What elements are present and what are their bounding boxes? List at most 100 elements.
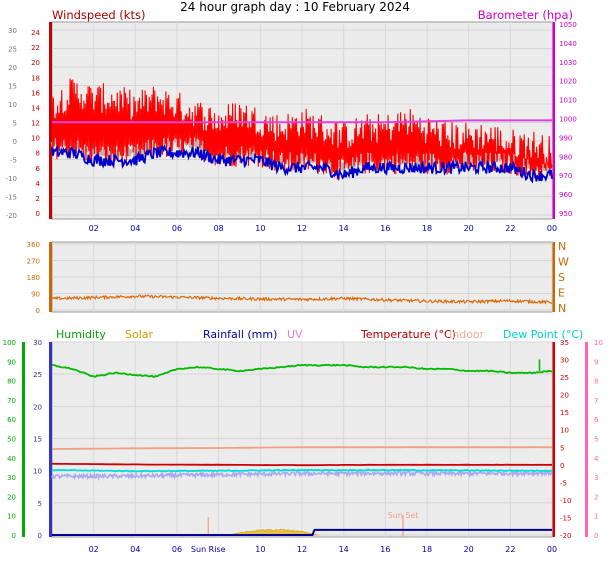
temp-tick-label: 30 bbox=[560, 357, 569, 365]
temp-axis-bar bbox=[552, 342, 555, 537]
dir-tick-label: 360 bbox=[27, 241, 40, 249]
baro-tick-label: 980 bbox=[559, 153, 572, 161]
x-tick-label: 08 bbox=[214, 224, 224, 233]
temp-tick-label: 0 bbox=[560, 462, 564, 470]
temp-tick-label: -20 bbox=[560, 532, 571, 540]
compass-label: W bbox=[558, 256, 569, 269]
rain-tick-label: 5 bbox=[38, 500, 42, 508]
x-tick-label: 02 bbox=[89, 545, 99, 554]
barometer-series bbox=[52, 119, 552, 124]
compass-label: E bbox=[558, 287, 565, 300]
x-tick-label: 10 bbox=[255, 545, 265, 554]
baro-tick-label: 990 bbox=[559, 134, 572, 142]
rain-axis-bar bbox=[49, 342, 52, 537]
chart-title: 24 hour graph day : 10 February 2024 bbox=[180, 0, 410, 14]
x-tick-label: 18 bbox=[422, 224, 432, 233]
series-layer bbox=[50, 78, 554, 537]
baro-tick-label: 950 bbox=[559, 210, 572, 218]
humidity-tick-label: 10 bbox=[7, 513, 16, 521]
uv-tick-label: 5 bbox=[594, 436, 598, 444]
uv-tick-label: 2 bbox=[594, 493, 598, 501]
wind-average-series bbox=[51, 144, 553, 184]
x-tick-label: 00 bbox=[547, 545, 557, 554]
humidity-tick-label: 40 bbox=[7, 455, 16, 463]
wind-tick-label: 0 bbox=[36, 210, 40, 218]
dir-tick-label: 180 bbox=[27, 274, 40, 282]
compass-label: N bbox=[558, 240, 566, 253]
uv-tick-label: 10 bbox=[594, 339, 603, 347]
uv-tick-label: 3 bbox=[594, 474, 598, 482]
wind-direction-series bbox=[51, 294, 553, 305]
x-tick-label: 16 bbox=[380, 545, 390, 554]
dewpoint-series bbox=[51, 468, 553, 473]
humidity-tick-label: 100 bbox=[3, 339, 16, 347]
outer-tick-label: -20 bbox=[6, 212, 17, 220]
humidity-tick-label: 50 bbox=[7, 436, 16, 444]
compass-label: S bbox=[558, 271, 565, 284]
rain-tick-label: 30 bbox=[33, 339, 42, 347]
wind-tick-label: 8 bbox=[36, 150, 40, 158]
x-tick-label: 04 bbox=[130, 545, 140, 554]
baro-tick-label: 1000 bbox=[559, 116, 577, 124]
baro-tick-label: 970 bbox=[559, 172, 572, 180]
temperature-series bbox=[51, 462, 553, 467]
uv-tick-label: 6 bbox=[594, 416, 599, 424]
humidity-tick-label: 60 bbox=[7, 416, 16, 424]
baro-tick-label: 1040 bbox=[559, 40, 577, 48]
baro-tick-label: 1050 bbox=[559, 21, 577, 29]
temp-tick-label: 15 bbox=[560, 409, 569, 417]
dir-tick-label: 0 bbox=[36, 307, 40, 315]
uv-tick-label: 7 bbox=[594, 397, 598, 405]
wind-tick-label: 12 bbox=[31, 120, 40, 128]
uv-tick-label: 8 bbox=[594, 378, 598, 386]
baro-tick-label: 960 bbox=[559, 191, 572, 199]
legend-dewpoint: Dew Point (°C) bbox=[503, 328, 583, 341]
rain-tick-label: 10 bbox=[33, 468, 42, 476]
temp-tick-label: -5 bbox=[560, 479, 567, 487]
baro-tick-label: 1010 bbox=[559, 97, 577, 105]
x-tick-label: 20 bbox=[464, 224, 474, 233]
temp-tick-label: 35 bbox=[560, 339, 569, 347]
outer-tick-label: -10 bbox=[6, 175, 17, 183]
x-tick-label: 12 bbox=[297, 224, 307, 233]
wind-tick-label: 16 bbox=[31, 89, 40, 97]
x-tick-label: 02 bbox=[89, 224, 99, 233]
x-tick-label: 06 bbox=[172, 545, 182, 554]
outer-tick-label: 25 bbox=[8, 46, 17, 54]
x-tick-label: 00 bbox=[547, 224, 557, 233]
wind-tick-label: 18 bbox=[31, 74, 40, 82]
humidity-tick-label: 30 bbox=[7, 474, 16, 482]
x-tick-label: 10 bbox=[255, 224, 265, 233]
legend-humidity: Humidity bbox=[56, 328, 106, 341]
dir-axis-bar bbox=[49, 242, 52, 312]
humidity-series bbox=[51, 363, 553, 379]
wind-tick-label: 24 bbox=[31, 29, 40, 37]
temp-tick-label: 10 bbox=[560, 427, 569, 435]
barometer-axis-label: Barometer (hpa) bbox=[478, 8, 573, 22]
tick-labels: 302520151050-5-10-15-2024222018161412108… bbox=[3, 21, 603, 554]
outer-tick-label: 0 bbox=[13, 138, 17, 146]
dir-axis-bar-right bbox=[552, 242, 555, 312]
outer-tick-label: 5 bbox=[13, 120, 17, 128]
x-tick-label: 18 bbox=[422, 545, 432, 554]
indoor-series bbox=[52, 446, 552, 450]
outer-tick-label: 10 bbox=[8, 101, 17, 109]
x-tick-label: 20 bbox=[464, 545, 474, 554]
temp-tick-label: 25 bbox=[560, 374, 569, 382]
rain-tick-label: 0 bbox=[38, 532, 42, 540]
legend-rainfall: Rainfall (mm) bbox=[203, 328, 277, 341]
temp-tick-label: -10 bbox=[560, 497, 571, 505]
x-tick-label: 22 bbox=[505, 545, 515, 554]
compass-label: N bbox=[558, 302, 566, 315]
wind-tick-label: 2 bbox=[36, 195, 40, 203]
temp-tick-label: -15 bbox=[560, 514, 571, 522]
baro-tick-label: 1020 bbox=[559, 78, 577, 86]
x-tick-label: 14 bbox=[339, 545, 349, 554]
legend-uv: UV bbox=[287, 328, 303, 341]
outer-tick-label: 30 bbox=[8, 27, 17, 35]
outer-tick-label: 15 bbox=[8, 83, 17, 91]
temp-tick-label: 5 bbox=[560, 444, 564, 452]
humidity-tick-label: 70 bbox=[7, 397, 16, 405]
rain-tick-label: 15 bbox=[33, 436, 42, 444]
solar-series bbox=[229, 528, 319, 536]
